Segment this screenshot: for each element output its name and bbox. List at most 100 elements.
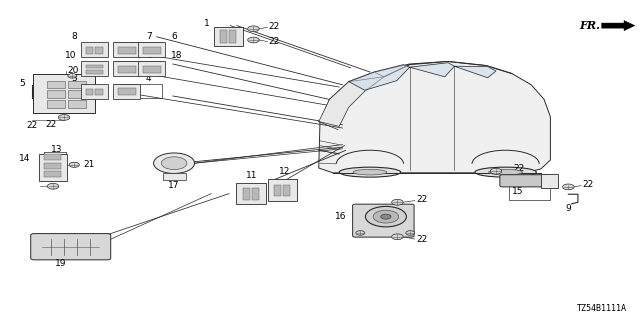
FancyBboxPatch shape — [113, 42, 140, 57]
Polygon shape — [454, 66, 496, 78]
Circle shape — [161, 157, 187, 170]
FancyBboxPatch shape — [68, 100, 86, 108]
FancyBboxPatch shape — [33, 74, 95, 113]
Circle shape — [248, 26, 259, 32]
FancyBboxPatch shape — [47, 90, 65, 98]
Text: 13: 13 — [51, 145, 62, 154]
FancyBboxPatch shape — [39, 154, 67, 181]
Text: 22: 22 — [269, 37, 280, 46]
Text: 6: 6 — [171, 32, 177, 41]
Circle shape — [563, 184, 574, 190]
Bar — [274, 185, 281, 196]
FancyBboxPatch shape — [113, 61, 140, 76]
FancyBboxPatch shape — [31, 234, 111, 260]
Bar — [44, 171, 61, 177]
Text: 22: 22 — [582, 180, 594, 189]
Bar — [114, 61, 162, 75]
Circle shape — [365, 206, 406, 227]
Polygon shape — [410, 63, 454, 77]
Text: TZ54B1111A: TZ54B1111A — [577, 304, 627, 313]
Polygon shape — [349, 65, 410, 90]
Text: 4: 4 — [146, 74, 152, 83]
Bar — [118, 88, 136, 95]
Bar — [86, 65, 103, 68]
Bar — [44, 163, 61, 169]
Text: 5: 5 — [19, 79, 25, 88]
FancyBboxPatch shape — [81, 42, 108, 57]
Bar — [509, 183, 550, 200]
Circle shape — [381, 214, 391, 219]
FancyBboxPatch shape — [214, 27, 243, 46]
Bar — [220, 30, 227, 43]
Text: 22: 22 — [269, 22, 280, 31]
FancyBboxPatch shape — [113, 84, 140, 99]
FancyBboxPatch shape — [541, 174, 558, 188]
FancyBboxPatch shape — [138, 61, 165, 76]
Circle shape — [490, 168, 502, 174]
FancyBboxPatch shape — [81, 84, 108, 99]
Circle shape — [392, 199, 403, 205]
Text: 22: 22 — [416, 236, 428, 244]
FancyBboxPatch shape — [81, 61, 108, 76]
Bar — [86, 47, 93, 54]
Bar — [243, 188, 250, 200]
Text: 15: 15 — [512, 187, 524, 196]
FancyBboxPatch shape — [138, 42, 165, 57]
Polygon shape — [319, 61, 550, 173]
Circle shape — [58, 115, 70, 120]
Bar — [118, 47, 136, 54]
Bar — [95, 47, 103, 54]
Circle shape — [47, 183, 59, 189]
Circle shape — [406, 231, 415, 235]
Text: 10: 10 — [65, 52, 77, 60]
FancyBboxPatch shape — [47, 100, 65, 108]
Bar — [252, 188, 259, 200]
Circle shape — [69, 162, 79, 167]
FancyBboxPatch shape — [68, 81, 86, 88]
Text: 16: 16 — [335, 212, 346, 221]
Bar — [283, 185, 290, 196]
Text: 2: 2 — [146, 52, 152, 60]
Polygon shape — [602, 20, 635, 31]
Bar — [143, 47, 161, 54]
Bar — [114, 42, 162, 56]
Text: 19: 19 — [55, 259, 67, 268]
Text: 9: 9 — [566, 204, 571, 213]
FancyBboxPatch shape — [268, 179, 297, 201]
Text: 22: 22 — [45, 120, 57, 129]
Text: 21: 21 — [83, 160, 95, 169]
Ellipse shape — [489, 169, 522, 175]
FancyBboxPatch shape — [353, 204, 414, 237]
Ellipse shape — [475, 167, 536, 177]
Text: 22: 22 — [513, 164, 525, 173]
Text: 1: 1 — [204, 20, 210, 28]
Text: 22: 22 — [26, 121, 38, 130]
Text: 12: 12 — [279, 167, 291, 176]
FancyBboxPatch shape — [47, 81, 65, 88]
Polygon shape — [319, 72, 384, 126]
Bar — [44, 154, 61, 160]
Text: 18: 18 — [171, 52, 182, 60]
Text: 20: 20 — [67, 66, 79, 75]
Ellipse shape — [339, 167, 401, 177]
Bar — [114, 84, 162, 98]
Bar — [118, 66, 136, 73]
Bar — [95, 89, 103, 95]
FancyBboxPatch shape — [236, 183, 266, 204]
Text: FR.: FR. — [579, 20, 600, 31]
Bar — [163, 173, 186, 180]
Text: 14: 14 — [19, 154, 31, 163]
Text: 3: 3 — [71, 74, 77, 83]
Circle shape — [68, 74, 77, 78]
Bar — [229, 30, 236, 43]
Text: 7: 7 — [146, 32, 152, 41]
Bar — [86, 70, 103, 74]
Bar — [86, 89, 93, 95]
Circle shape — [392, 234, 403, 240]
Text: 22: 22 — [416, 195, 428, 204]
FancyBboxPatch shape — [68, 90, 86, 98]
Circle shape — [154, 153, 195, 173]
Bar — [143, 66, 161, 73]
Ellipse shape — [353, 169, 387, 175]
Text: 8: 8 — [71, 32, 77, 41]
